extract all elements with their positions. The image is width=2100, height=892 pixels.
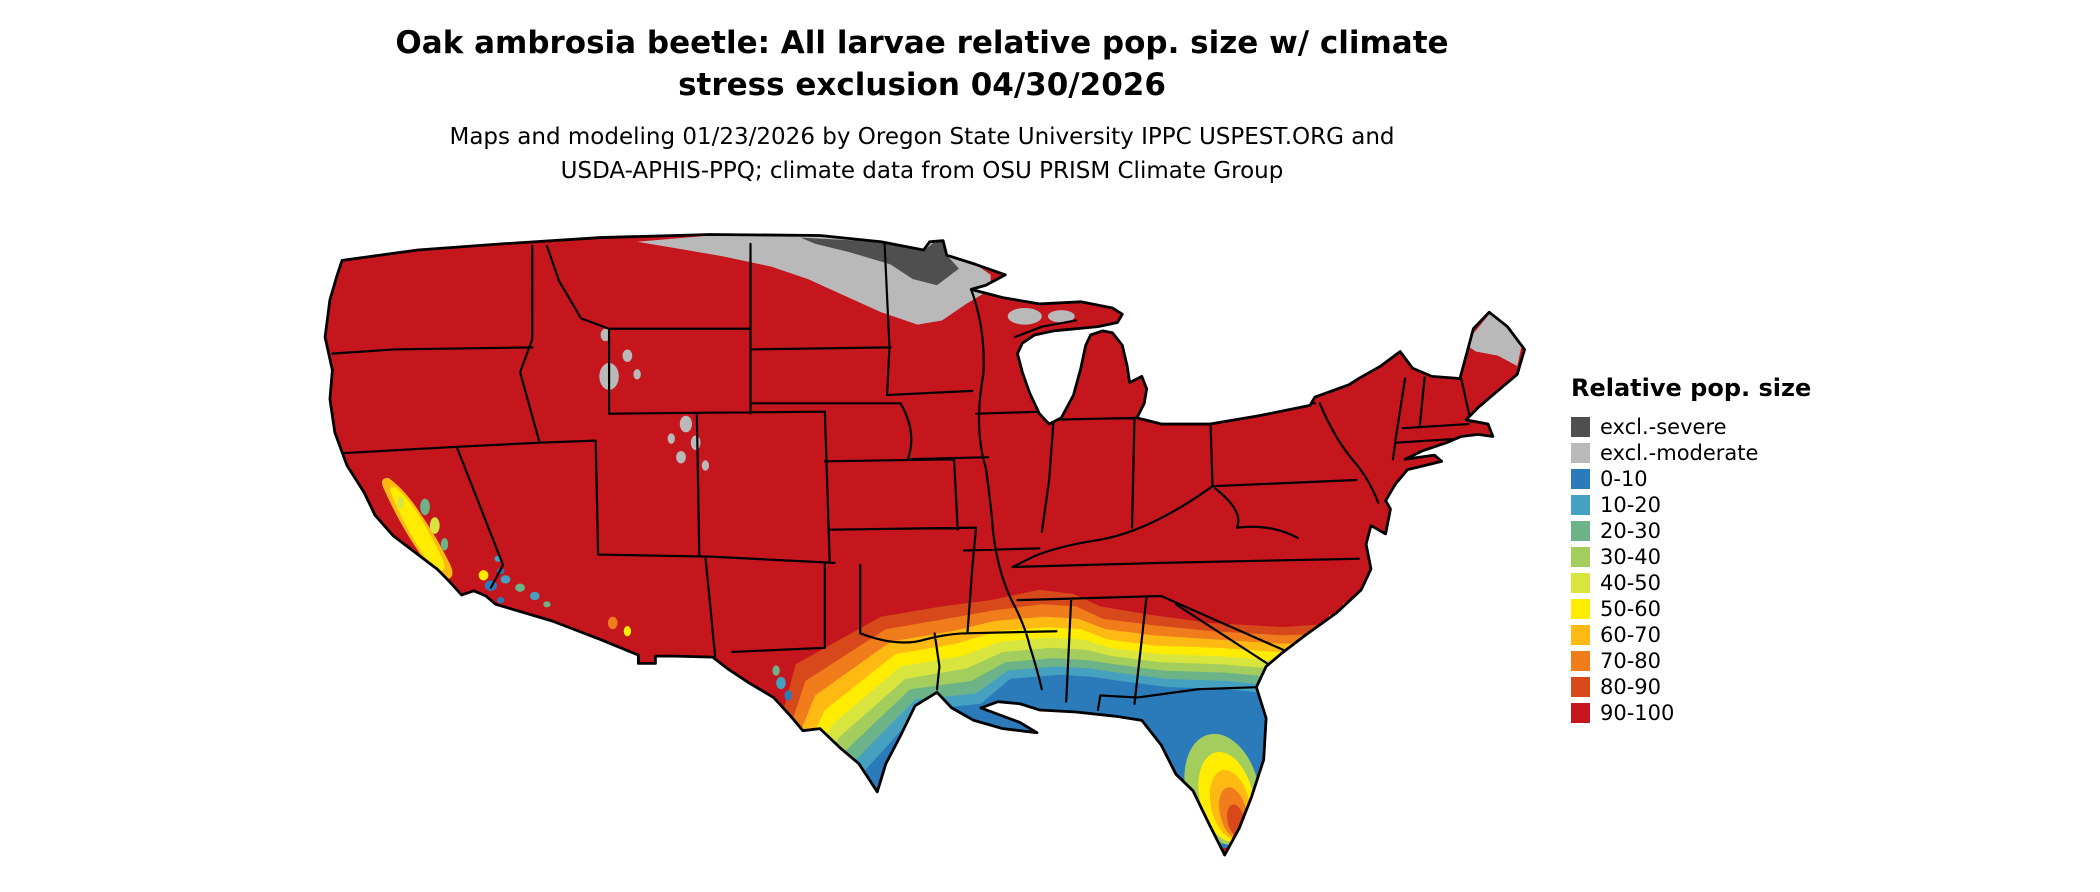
legend-swatch bbox=[1571, 677, 1590, 697]
map-base-layer bbox=[325, 234, 1525, 855]
legend-swatch bbox=[1571, 521, 1590, 541]
us-map-svg bbox=[308, 221, 1527, 884]
legend-swatch bbox=[1571, 417, 1590, 437]
big-bend-detail-layer bbox=[772, 665, 792, 701]
legend-item-label: 40-50 bbox=[1600, 571, 1662, 595]
legend-title: Relative pop. size bbox=[1571, 374, 1812, 402]
legend-swatch bbox=[1571, 599, 1590, 619]
legend-item: 70-80 bbox=[1571, 648, 1811, 674]
legend-item-label: excl.-moderate bbox=[1600, 441, 1759, 465]
map-subtitle-line2: USDA-APHIS-PPQ; climate data from OSU PR… bbox=[560, 158, 1284, 184]
legend-item: 10-20 bbox=[1571, 492, 1811, 518]
legend: Relative pop. size excl.-severe excl.-mod… bbox=[1571, 374, 1811, 726]
map-title-line1: Oak ambrosia beetle: All larvae relative… bbox=[395, 25, 1449, 61]
legend-swatch bbox=[1571, 573, 1590, 593]
legend-item: 90-100 bbox=[1571, 700, 1811, 726]
legend-item: 40-50 bbox=[1571, 570, 1811, 596]
legend-item-label: 80-90 bbox=[1600, 675, 1662, 699]
legend-item: 30-40 bbox=[1571, 544, 1811, 570]
legend-item-label: 50-60 bbox=[1600, 597, 1662, 621]
legend-item: 80-90 bbox=[1571, 674, 1811, 700]
legend-item-label: 10-20 bbox=[1600, 493, 1662, 517]
state-borders bbox=[332, 244, 1471, 710]
legend-item: 60-70 bbox=[1571, 622, 1811, 648]
map-subtitle-line1: Maps and modeling 01/23/2026 by Oregon S… bbox=[449, 124, 1395, 150]
legend-item-label: 90-100 bbox=[1600, 701, 1675, 725]
legend-swatch bbox=[1571, 703, 1590, 723]
legend-swatch bbox=[1571, 625, 1590, 645]
legend-item-label: 0-10 bbox=[1600, 467, 1648, 491]
map-subtitle: Maps and modeling 01/23/2026 by Oregon S… bbox=[449, 120, 1394, 188]
legend-swatch bbox=[1571, 651, 1590, 671]
legend-swatch bbox=[1571, 469, 1590, 489]
map-title: Oak ambrosia beetle: All larvae relative… bbox=[395, 22, 1448, 106]
legend-item: 20-30 bbox=[1571, 518, 1811, 544]
us-outline bbox=[325, 234, 1524, 855]
legend-item-label: 30-40 bbox=[1600, 545, 1662, 569]
legend-item: 0-10 bbox=[1571, 466, 1811, 492]
map-title-line2: stress exclusion 04/30/2026 bbox=[678, 67, 1166, 103]
legend-item: 50-60 bbox=[1571, 596, 1811, 622]
legend-rows: excl.-severe excl.-moderate 0-10 10-20 20-30… bbox=[1571, 414, 1811, 726]
legend-item: excl.-severe bbox=[1571, 414, 1811, 440]
us-population-map bbox=[308, 221, 1527, 884]
legend-swatch bbox=[1571, 547, 1590, 567]
legend-item-label: excl.-severe bbox=[1600, 415, 1727, 439]
legend-swatch bbox=[1571, 443, 1590, 463]
legend-swatch bbox=[1571, 495, 1590, 515]
legend-item: excl.-moderate bbox=[1571, 440, 1811, 466]
legend-item-label: 60-70 bbox=[1600, 623, 1662, 647]
legend-item-label: 70-80 bbox=[1600, 649, 1662, 673]
legend-item-label: 20-30 bbox=[1600, 519, 1662, 543]
exclusion-maine-region bbox=[1463, 314, 1523, 367]
